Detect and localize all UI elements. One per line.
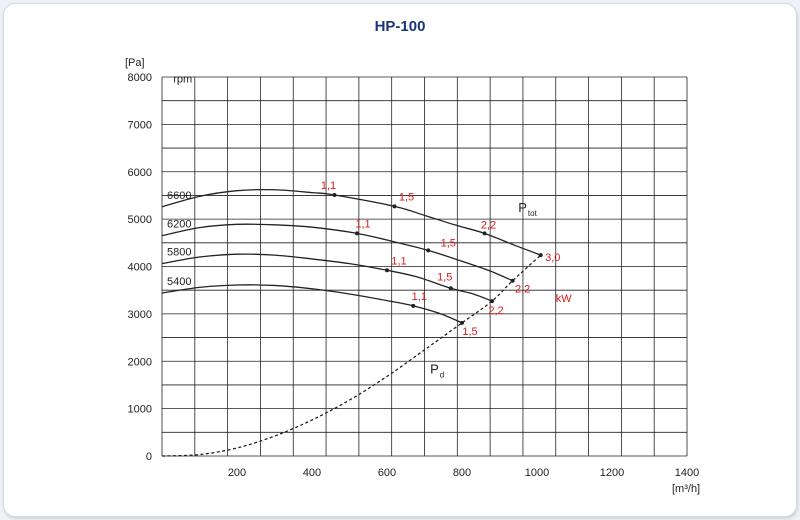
- curve-marker: [411, 303, 416, 308]
- power-label: 1,1: [412, 291, 427, 303]
- curve-marker: [460, 320, 464, 325]
- y-tick-label: 2000: [128, 356, 152, 368]
- power-label: 1,1: [321, 180, 336, 192]
- x-axis-label: [m³/h]: [672, 483, 700, 495]
- x-tick-label: 200: [228, 467, 246, 479]
- curve-marker: [355, 231, 359, 236]
- labels: rpm kW 6600 1,1 1,5 2,2 3,0 6200 1,1 1,5 2,2 5800 1,…: [167, 74, 572, 380]
- power-label: 1,5: [441, 237, 456, 249]
- y-tick-label: 3000: [128, 309, 152, 321]
- curve-marker: [426, 248, 431, 253]
- x-tick-label: 600: [378, 467, 396, 479]
- speed-curve-label: 5400: [167, 276, 191, 288]
- y-tick-label: 8000: [128, 72, 152, 84]
- pressure-annotation: Pd: [430, 362, 444, 380]
- curve-marker: [392, 204, 397, 209]
- y-tick-label: 7000: [128, 119, 152, 131]
- curve-marker: [482, 231, 487, 236]
- chart-title: HP-100: [374, 18, 426, 35]
- power-label: 1,5: [399, 191, 414, 203]
- power-label: 1,1: [391, 255, 406, 267]
- curve-marker: [510, 278, 515, 283]
- power-label: 1,5: [437, 271, 452, 283]
- dynamic-pressure-curve: [161, 254, 542, 457]
- axes: 200 400 600 800 1000 1200 1400 0 1000 2000 3000 400…: [125, 57, 700, 495]
- speed-curve-label: 6600: [167, 190, 191, 202]
- x-tick-label: 400: [303, 467, 321, 479]
- speed-curve-label: 5800: [167, 247, 191, 259]
- power-label: 2,2: [515, 284, 530, 296]
- power-label: 1,1: [355, 218, 370, 230]
- power-unit-label: kW: [556, 293, 573, 305]
- x-tick-label: 800: [453, 467, 471, 479]
- y-tick-label: 0: [146, 451, 152, 463]
- x-tick-label: 1200: [600, 467, 624, 479]
- curve-marker: [490, 299, 494, 304]
- power-label: 1,5: [462, 326, 477, 338]
- speed-curve-5800: [161, 253, 493, 302]
- y-tick-label: 5000: [128, 214, 152, 226]
- curves: [161, 188, 543, 457]
- speed-curve-6200: [161, 223, 513, 282]
- grid: [161, 76, 688, 457]
- y-tick-label: 1000: [128, 404, 152, 416]
- curve-marker: [332, 192, 337, 197]
- curve-marker: [385, 268, 389, 273]
- speed-curve-label: 6200: [167, 219, 191, 231]
- x-tick-label: 1400: [675, 467, 699, 479]
- curve-marker: [538, 253, 543, 258]
- speed-curve-6600: [161, 188, 541, 256]
- x-tick-label: 1000: [525, 467, 549, 479]
- pressure-annotation: Ptot: [518, 200, 537, 218]
- y-axis-label: [Pa]: [125, 57, 145, 69]
- y-tick-label: 4000: [128, 262, 152, 274]
- speed-curve-5400: [161, 284, 463, 324]
- power-label: 2,2: [488, 305, 503, 317]
- speed-unit-label: rpm: [173, 74, 192, 86]
- power-label: 3,0: [545, 252, 560, 264]
- chart-card: [3, 3, 797, 517]
- curve-marker: [448, 286, 453, 291]
- y-tick-label: 6000: [128, 167, 152, 179]
- power-label: 2,2: [481, 219, 496, 231]
